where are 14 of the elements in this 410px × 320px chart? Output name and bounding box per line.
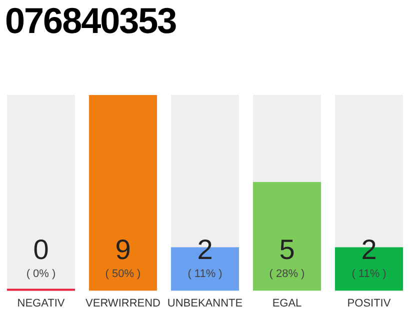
annotation: ( 50% )	[105, 268, 141, 280]
x-tick-label: UNBEKANNTE	[167, 297, 243, 310]
annotation: ( 11% )	[352, 268, 386, 280]
x-tick-label: VERWIRREND	[86, 297, 161, 310]
x-tick-label: EGAL	[272, 297, 302, 310]
data-label: 0	[33, 234, 49, 265]
data-label: 9	[115, 234, 131, 265]
annotation: ( 0% )	[26, 268, 56, 280]
data-label: 5	[279, 234, 295, 265]
x-tick-label: POSITIV	[347, 297, 392, 310]
x-tick-label: NEGATIV	[17, 297, 66, 310]
chart-title: 076840353	[5, 0, 176, 42]
annotation: ( 11% )	[188, 268, 222, 280]
annotation: ( 28% )	[269, 268, 305, 280]
